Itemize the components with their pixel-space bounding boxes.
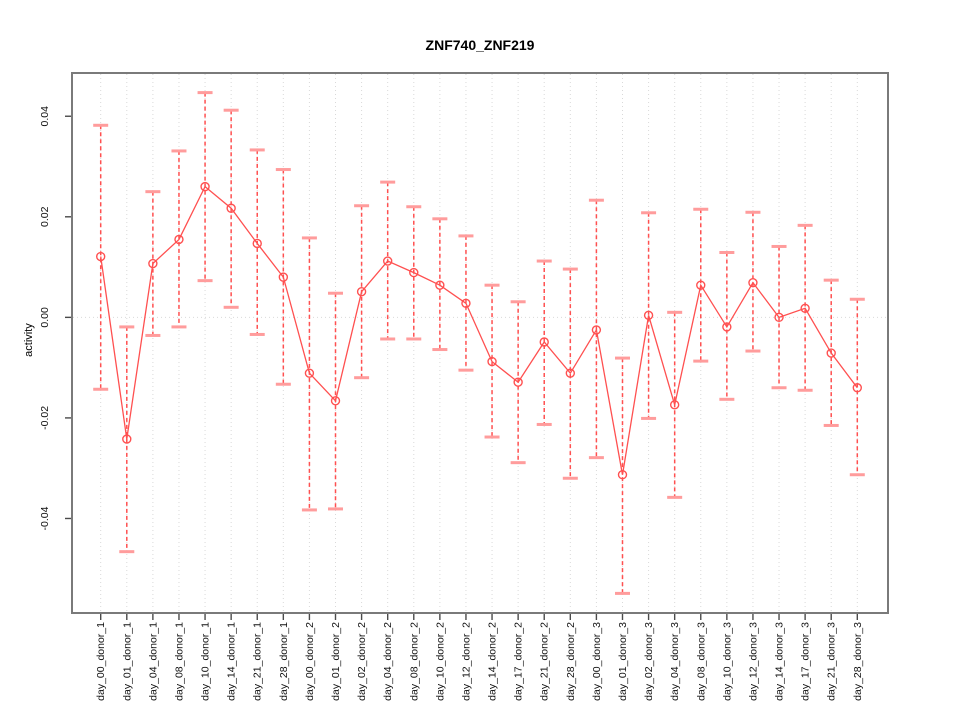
- x-tick-label: day_04_donor_2: [382, 622, 394, 701]
- data-point: [617, 470, 628, 480]
- data-point: [461, 298, 471, 308]
- data-point: [669, 400, 680, 410]
- data-point: [174, 234, 184, 245]
- data-point: [95, 251, 106, 262]
- data-point: [513, 377, 523, 387]
- x-tick-label: day_21_donor_1: [252, 622, 264, 701]
- y-tick-label: 0.02: [39, 206, 51, 227]
- data-point: [487, 356, 497, 367]
- data-point: [122, 434, 132, 444]
- y-tick-label: -0.02: [39, 406, 51, 430]
- data-point: [774, 312, 784, 323]
- data-point: [722, 322, 732, 332]
- x-tick-label: day_10_donor_3: [721, 622, 733, 701]
- x-tick-label: day_02_donor_3: [643, 622, 655, 701]
- x-tick-label: day_01_donor_3: [617, 622, 629, 701]
- x-tick-label: day_14_donor_1: [226, 622, 238, 701]
- data-point: [643, 310, 654, 321]
- plot-border: [71, 72, 889, 614]
- data-point: [278, 272, 289, 282]
- data-point: [382, 256, 393, 266]
- x-tick-label: day_08_donor_2: [408, 622, 420, 701]
- data-point: [826, 348, 836, 358]
- data-point: [435, 280, 445, 290]
- data-point: [409, 267, 419, 278]
- x-tick-label: day_28_donor_3: [852, 622, 864, 701]
- y-tick-label: -0.04: [39, 506, 51, 530]
- x-tick-label: day_00_donor_3: [591, 622, 603, 701]
- chart-title: ZNF740_ZNF219: [425, 37, 535, 53]
- series-line: [100, 185, 858, 475]
- x-tick-label: day_12_donor_2: [460, 622, 472, 701]
- data-point: [539, 337, 549, 347]
- x-tick-label: day_08_donor_3: [695, 622, 707, 701]
- data-point: [591, 325, 602, 335]
- data-point: [148, 258, 158, 269]
- x-tick-label: day_00_donor_1: [95, 622, 107, 701]
- data-point: [748, 277, 758, 288]
- data-point: [226, 203, 236, 213]
- data-point: [565, 368, 576, 378]
- x-tick-label: day_21_donor_3: [826, 622, 838, 701]
- x-tick-label: day_12_donor_3: [747, 622, 759, 701]
- data-point: [304, 368, 315, 378]
- data-point: [200, 181, 210, 192]
- x-tick-label: day_00_donor_2: [304, 622, 316, 701]
- x-tick-label: day_17_donor_2: [513, 622, 525, 701]
- x-tick-label: day_10_donor_2: [434, 622, 446, 701]
- x-tick-label: day_14_donor_3: [774, 622, 786, 701]
- x-tick-label: day_14_donor_2: [487, 622, 499, 701]
- data-point: [800, 303, 810, 314]
- x-tick-label: day_04_donor_3: [669, 622, 681, 701]
- data-point: [330, 396, 341, 406]
- x-tick-label: day_28_donor_1: [278, 622, 290, 701]
- x-tick-label: day_28_donor_2: [565, 622, 577, 701]
- x-tick-label: day_21_donor_2: [539, 622, 551, 701]
- data-point: [852, 383, 862, 393]
- x-tick-label: day_04_donor_1: [147, 622, 159, 701]
- data-point: [696, 280, 706, 290]
- data-point: [356, 287, 367, 297]
- x-tick-label: day_17_donor_3: [800, 622, 812, 701]
- x-tick-label: day_08_donor_1: [173, 622, 185, 701]
- data-point: [252, 238, 262, 249]
- x-tick-label: day_02_donor_2: [356, 622, 368, 701]
- x-tick-label: day_10_donor_1: [200, 622, 212, 701]
- y-tick-label: 0.00: [39, 307, 51, 328]
- x-tick-label: day_01_donor_1: [121, 622, 133, 701]
- x-tick-label: day_01_donor_2: [330, 622, 342, 701]
- y-tick-label: 0.04: [39, 106, 51, 127]
